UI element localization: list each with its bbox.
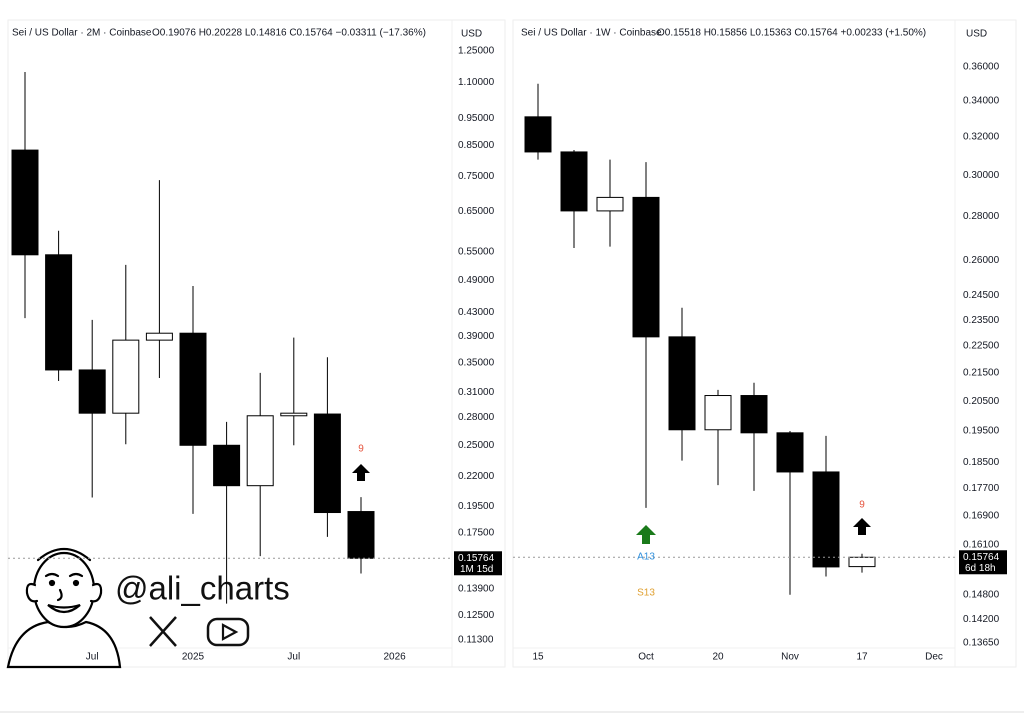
signal-arrow	[352, 464, 370, 481]
x-tick-label: 2026	[383, 652, 406, 663]
y-tick-label: 0.19500	[458, 501, 495, 512]
candle-body	[776, 432, 804, 473]
y-tick-label: 0.24500	[963, 290, 1000, 301]
y-tick-label: 0.65000	[458, 206, 495, 217]
chart-title: Sei / US Dollar · 1W · Coinbase	[521, 28, 662, 39]
last-price-label: 0.15764	[963, 552, 1000, 563]
y-tick-label: 0.16100	[963, 539, 1000, 550]
y-tick-label: 0.35000	[458, 357, 495, 368]
y-tick-label: 0.11300	[458, 634, 494, 645]
y-tick-label: 0.18500	[963, 457, 1000, 468]
y-tick-label: 0.36000	[963, 62, 1000, 73]
candle-body	[313, 413, 341, 514]
y-tick-label: 0.26000	[963, 255, 1000, 266]
y-tick-label: 0.16900	[963, 511, 1000, 522]
y-tick-label: 0.95000	[458, 113, 495, 124]
x-tick-label: Jul	[86, 652, 99, 663]
y-tick-label: 0.49000	[458, 275, 495, 286]
candle-body	[280, 412, 308, 417]
x-tick-label: Jul	[287, 652, 300, 663]
y-tick-label: 0.75000	[458, 171, 495, 182]
x-tick-label: 20	[712, 652, 724, 663]
y-tick-label: 0.17500	[458, 527, 495, 538]
y-tick-label: 0.13650	[963, 637, 1000, 648]
candle-body	[11, 149, 39, 256]
right-panel	[512, 19, 1017, 668]
candle-body	[112, 339, 140, 414]
candle-body	[560, 151, 588, 212]
y-axis-label: USD	[966, 29, 987, 40]
y-tick-label: 1.25000	[458, 46, 495, 57]
ohlc-legend: O0.15518 H0.15856 L0.15363 C0.15764 +0.0…	[657, 28, 926, 39]
x-icon	[149, 616, 177, 647]
y-tick-label: 0.17700	[963, 483, 1000, 494]
y-tick-label: 0.21500	[963, 368, 1000, 379]
watermark-handle: @ali_charts	[115, 570, 290, 607]
x-tick-label: Nov	[781, 652, 799, 663]
annotation: 9	[859, 500, 865, 511]
candle-body	[524, 116, 552, 153]
y-tick-label: 0.14200	[963, 614, 1000, 625]
y-tick-label: 0.43000	[458, 307, 495, 318]
candle-body	[45, 254, 73, 371]
candle-body	[704, 395, 732, 431]
annotation: A13	[637, 552, 655, 563]
y-tick-label: 0.34000	[963, 96, 1000, 107]
x-tick-label: Oct	[638, 652, 654, 663]
signal-arrow	[853, 518, 871, 535]
last-price-label: 0.15764	[458, 553, 495, 564]
x-tick-label: 2025	[182, 652, 205, 663]
y-tick-label: 0.13900	[458, 584, 495, 595]
candle-body	[596, 196, 624, 212]
y-tick-label: 0.32000	[963, 132, 1000, 143]
annotation: S13	[637, 588, 655, 599]
y-tick-label: 0.14800	[963, 589, 1000, 600]
candle-body	[848, 556, 876, 568]
candle-body	[812, 471, 840, 568]
candle-body	[179, 332, 207, 446]
y-tick-label: 0.39000	[458, 331, 495, 342]
y-tick-label: 0.25000	[458, 440, 495, 451]
y-tick-label: 0.22500	[963, 341, 1000, 352]
candle-body	[740, 395, 768, 434]
signal-arrow	[636, 525, 656, 544]
candle-body	[668, 336, 696, 431]
chart-title: Sei / US Dollar · 2M · Coinbase	[12, 28, 152, 39]
y-tick-label: 0.28000	[963, 211, 1000, 222]
y-tick-label: 0.55000	[458, 247, 495, 258]
countdown-label: 6d 18h	[965, 563, 996, 574]
x-tick-label: 17	[856, 652, 868, 663]
y-tick-label: 0.20500	[963, 396, 1000, 407]
y-tick-label: 0.19500	[963, 426, 1000, 437]
avatar	[6, 547, 122, 669]
y-tick-label: 0.22000	[458, 471, 495, 482]
candle-body	[246, 415, 274, 487]
candle-body	[78, 369, 106, 414]
y-tick-label: 0.28000	[458, 412, 495, 423]
countdown-label: 1M 15d	[460, 564, 493, 575]
candle-body	[347, 511, 375, 559]
candle-body	[145, 332, 173, 341]
left-panel	[7, 19, 506, 668]
youtube-icon	[206, 617, 250, 647]
y-tick-label: 0.85000	[458, 140, 495, 151]
annotation: 9	[358, 444, 364, 455]
y-axis-label: USD	[461, 29, 482, 40]
ohlc-legend: O0.19076 H0.20228 L0.14816 C0.15764 −0.0…	[152, 28, 426, 39]
y-tick-label: 0.12500	[458, 610, 495, 621]
y-tick-label: 0.23500	[963, 315, 1000, 326]
y-tick-label: 0.30000	[963, 170, 1000, 181]
price-label-box	[959, 550, 1007, 575]
x-tick-label: 15	[532, 652, 544, 663]
y-tick-label: 1.10000	[458, 77, 495, 88]
candle-body	[632, 196, 660, 338]
y-tick-label: 0.31000	[458, 387, 495, 398]
x-tick-label: Dec	[925, 652, 943, 663]
price-label-box	[454, 551, 502, 576]
candle-body	[213, 444, 241, 487]
